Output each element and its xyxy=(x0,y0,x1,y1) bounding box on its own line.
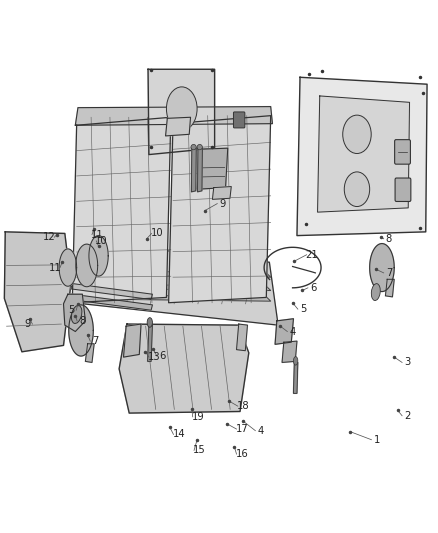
Text: 12: 12 xyxy=(42,232,56,242)
Text: 2: 2 xyxy=(404,411,410,421)
Ellipse shape xyxy=(147,318,152,327)
Text: 5: 5 xyxy=(300,304,306,314)
Text: 11: 11 xyxy=(48,263,61,272)
Text: 21: 21 xyxy=(305,250,318,260)
Text: 6: 6 xyxy=(310,283,316,293)
Text: 9: 9 xyxy=(24,319,30,329)
Polygon shape xyxy=(370,244,394,292)
Text: 1: 1 xyxy=(374,435,380,445)
Polygon shape xyxy=(75,107,272,125)
Polygon shape xyxy=(166,117,191,136)
Text: 10: 10 xyxy=(151,229,163,238)
FancyBboxPatch shape xyxy=(395,178,411,201)
Polygon shape xyxy=(64,294,85,332)
Polygon shape xyxy=(282,341,297,362)
Polygon shape xyxy=(89,236,108,276)
Polygon shape xyxy=(318,96,410,212)
Text: 17: 17 xyxy=(235,424,248,434)
Polygon shape xyxy=(297,77,427,236)
Polygon shape xyxy=(148,69,215,155)
Text: 18: 18 xyxy=(237,401,249,411)
Polygon shape xyxy=(124,324,141,357)
Polygon shape xyxy=(119,324,249,413)
Polygon shape xyxy=(81,295,271,301)
Text: 3: 3 xyxy=(404,358,410,367)
Polygon shape xyxy=(72,117,171,303)
Text: 16: 16 xyxy=(235,449,248,459)
Text: 10: 10 xyxy=(95,236,108,246)
Polygon shape xyxy=(4,232,71,352)
Polygon shape xyxy=(293,362,298,393)
Ellipse shape xyxy=(71,305,82,324)
Polygon shape xyxy=(71,284,152,300)
FancyBboxPatch shape xyxy=(395,140,410,164)
Text: 11: 11 xyxy=(91,230,104,239)
Ellipse shape xyxy=(293,357,298,365)
Polygon shape xyxy=(59,249,77,286)
Text: 8: 8 xyxy=(79,316,85,326)
Ellipse shape xyxy=(371,284,380,301)
Polygon shape xyxy=(198,148,202,192)
Polygon shape xyxy=(69,305,93,356)
Text: 15: 15 xyxy=(193,446,206,455)
FancyBboxPatch shape xyxy=(233,112,245,128)
Text: 4: 4 xyxy=(290,327,296,336)
Polygon shape xyxy=(275,319,293,344)
Ellipse shape xyxy=(344,172,370,206)
Text: 9: 9 xyxy=(219,199,226,208)
Ellipse shape xyxy=(343,115,371,154)
Polygon shape xyxy=(212,187,231,199)
Text: 4: 4 xyxy=(258,426,264,435)
Text: 6: 6 xyxy=(159,351,165,361)
Ellipse shape xyxy=(197,144,202,150)
Polygon shape xyxy=(169,116,271,303)
Polygon shape xyxy=(81,284,271,290)
Text: 13: 13 xyxy=(148,352,160,362)
Polygon shape xyxy=(79,241,278,325)
Polygon shape xyxy=(197,148,228,189)
Polygon shape xyxy=(81,271,271,277)
Polygon shape xyxy=(191,148,196,192)
Polygon shape xyxy=(148,324,152,361)
Polygon shape xyxy=(71,294,152,310)
Polygon shape xyxy=(385,279,394,297)
Text: 5: 5 xyxy=(68,305,74,315)
Text: 7: 7 xyxy=(386,268,392,278)
Text: 7: 7 xyxy=(92,336,99,346)
Polygon shape xyxy=(237,324,247,351)
Ellipse shape xyxy=(166,87,197,131)
Polygon shape xyxy=(76,244,98,287)
Polygon shape xyxy=(85,344,94,362)
Text: 8: 8 xyxy=(386,234,392,244)
Ellipse shape xyxy=(191,144,196,150)
Text: 19: 19 xyxy=(191,412,205,422)
Text: 14: 14 xyxy=(173,430,185,439)
